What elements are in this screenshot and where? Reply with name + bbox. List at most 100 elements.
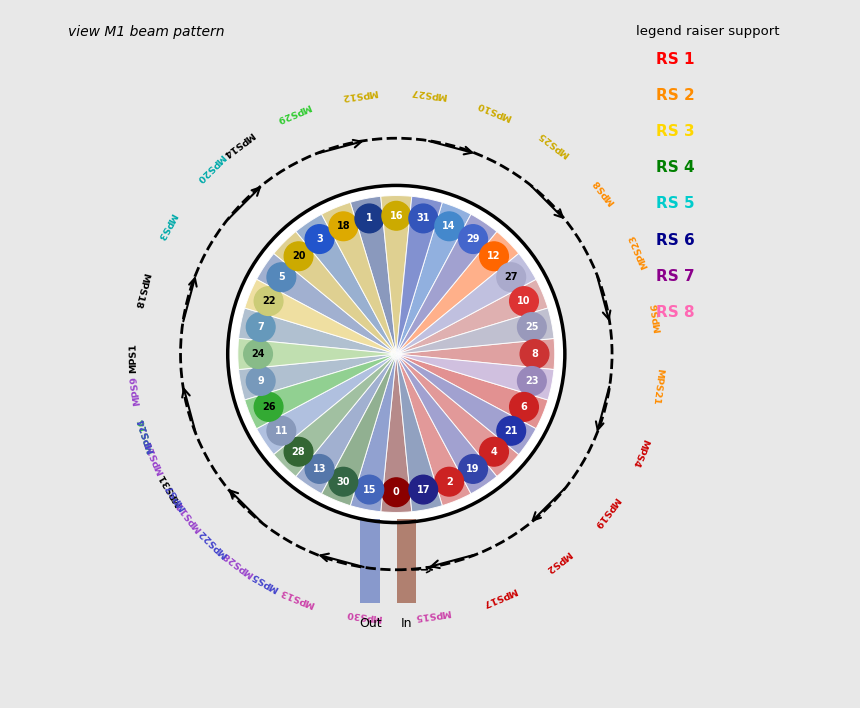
- Text: MPS2: MPS2: [544, 549, 573, 574]
- Circle shape: [480, 438, 508, 466]
- Wedge shape: [273, 232, 396, 354]
- Text: 1: 1: [366, 213, 372, 224]
- Wedge shape: [396, 308, 554, 354]
- Text: MPS3: MPS3: [155, 211, 177, 241]
- Text: 28: 28: [292, 447, 305, 457]
- Text: MPS1: MPS1: [129, 343, 138, 374]
- Text: RS 2: RS 2: [656, 88, 695, 103]
- Wedge shape: [238, 308, 396, 354]
- Text: MPS17: MPS17: [481, 585, 518, 607]
- Wedge shape: [396, 354, 442, 512]
- Text: MPS9: MPS9: [129, 375, 143, 406]
- Wedge shape: [396, 196, 442, 354]
- Text: 13: 13: [313, 464, 326, 474]
- Text: MPS25: MPS25: [538, 130, 572, 159]
- Text: MPS11: MPS11: [175, 498, 204, 533]
- Text: view M1 beam pattern: view M1 beam pattern: [68, 25, 224, 39]
- Text: 4: 4: [491, 447, 497, 457]
- Text: 17: 17: [416, 484, 430, 495]
- Text: 15: 15: [363, 484, 376, 495]
- Text: 9: 9: [257, 376, 264, 386]
- Text: 7: 7: [257, 322, 264, 332]
- Circle shape: [243, 340, 273, 368]
- Circle shape: [355, 204, 384, 233]
- Circle shape: [480, 242, 508, 270]
- Circle shape: [246, 313, 275, 341]
- Circle shape: [305, 224, 334, 253]
- Text: RS 1: RS 1: [656, 52, 694, 67]
- Text: 26: 26: [261, 402, 275, 412]
- Circle shape: [284, 438, 313, 466]
- Text: 11: 11: [274, 426, 288, 436]
- Text: In: In: [401, 617, 412, 630]
- Text: MPS15: MPS15: [415, 607, 452, 622]
- Circle shape: [435, 212, 464, 241]
- Wedge shape: [396, 354, 471, 506]
- Text: MPS12: MPS12: [341, 86, 378, 101]
- Text: 2: 2: [445, 476, 452, 486]
- Text: 30: 30: [336, 476, 350, 486]
- Text: 29: 29: [466, 234, 480, 244]
- Text: MPS22: MPS22: [197, 527, 230, 559]
- Circle shape: [267, 416, 296, 445]
- Text: MPS14: MPS14: [221, 130, 255, 159]
- Text: RS 8: RS 8: [656, 305, 695, 320]
- Circle shape: [408, 475, 438, 504]
- Text: legend raiser support: legend raiser support: [636, 25, 779, 38]
- Text: MPS23: MPS23: [627, 233, 649, 270]
- Text: 20: 20: [292, 251, 305, 261]
- Text: 18: 18: [336, 222, 350, 232]
- Circle shape: [382, 478, 410, 506]
- Text: 16: 16: [390, 211, 403, 221]
- Text: Out: Out: [359, 617, 382, 630]
- Circle shape: [329, 467, 358, 496]
- Circle shape: [520, 340, 549, 368]
- Wedge shape: [322, 354, 396, 506]
- Circle shape: [382, 202, 410, 230]
- Wedge shape: [396, 354, 519, 476]
- Bar: [360, 519, 380, 603]
- Wedge shape: [381, 195, 412, 354]
- Wedge shape: [381, 354, 412, 513]
- Circle shape: [267, 263, 296, 292]
- Text: 21: 21: [505, 426, 518, 436]
- Text: 3: 3: [316, 234, 322, 244]
- Text: 31: 31: [416, 213, 430, 224]
- Text: MPS19: MPS19: [592, 495, 621, 530]
- Circle shape: [228, 185, 565, 523]
- Wedge shape: [350, 196, 396, 354]
- Wedge shape: [396, 253, 536, 354]
- Circle shape: [255, 287, 283, 316]
- Wedge shape: [396, 354, 497, 493]
- Text: RS 6: RS 6: [656, 233, 695, 248]
- Circle shape: [510, 287, 538, 316]
- Text: 5: 5: [278, 272, 285, 282]
- Text: 27: 27: [505, 272, 518, 282]
- Text: MPS28: MPS28: [221, 549, 255, 578]
- Wedge shape: [273, 354, 396, 476]
- Circle shape: [518, 367, 546, 395]
- Wedge shape: [396, 354, 548, 429]
- Circle shape: [329, 212, 358, 241]
- Wedge shape: [238, 338, 396, 370]
- Wedge shape: [256, 354, 396, 455]
- Text: MPS8: MPS8: [591, 178, 617, 207]
- Text: MPS24: MPS24: [136, 416, 157, 454]
- Wedge shape: [396, 279, 548, 354]
- Text: RS 3: RS 3: [656, 124, 695, 139]
- Wedge shape: [396, 232, 519, 354]
- Wedge shape: [296, 215, 396, 354]
- Text: MPS21: MPS21: [651, 367, 664, 405]
- Circle shape: [458, 224, 488, 253]
- Wedge shape: [296, 354, 396, 493]
- Wedge shape: [238, 354, 396, 400]
- Text: 10: 10: [517, 296, 531, 306]
- Circle shape: [408, 204, 438, 233]
- Text: 12: 12: [488, 251, 501, 261]
- Text: MPS10: MPS10: [476, 99, 513, 121]
- Circle shape: [255, 392, 283, 421]
- Wedge shape: [350, 354, 396, 512]
- Text: MPS18: MPS18: [132, 272, 150, 309]
- Wedge shape: [322, 202, 396, 354]
- Text: 14: 14: [442, 222, 456, 232]
